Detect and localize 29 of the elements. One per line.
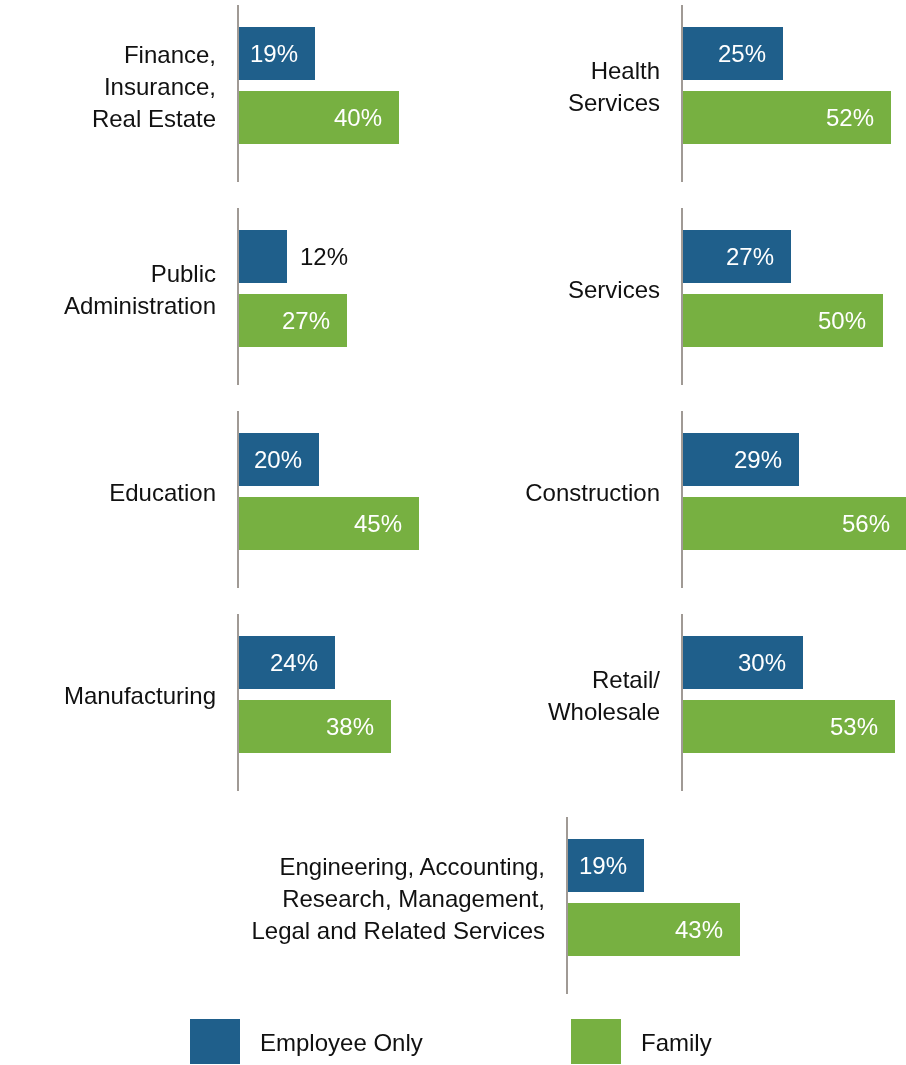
data-label: 24% bbox=[269, 649, 318, 676]
y-tick-label: Manufacturing bbox=[63, 681, 216, 708]
data-label: 43% bbox=[674, 916, 723, 943]
y-tick-label: Retail/ Wholesale bbox=[547, 665, 661, 724]
y-tick-label: Public Administration bbox=[63, 259, 216, 318]
y-tick-label: Health Services bbox=[567, 56, 660, 115]
legend-label: Family bbox=[641, 1028, 712, 1056]
data-label: 30% bbox=[737, 649, 786, 676]
data-label: 52% bbox=[825, 104, 874, 131]
data-label: 45% bbox=[353, 510, 402, 537]
data-label: 25% bbox=[717, 40, 766, 67]
data-label: 20% bbox=[253, 446, 302, 473]
y-tick-label: Engineering, Accounting, Research, Management, Legal and Related Services bbox=[251, 852, 545, 943]
data-label: 27% bbox=[725, 243, 774, 270]
data-label: 56% bbox=[841, 510, 890, 537]
data-label: 19% bbox=[578, 852, 627, 879]
y-tick-label: Finance, Insurance, Real Estate bbox=[91, 40, 216, 131]
data-label: 50% bbox=[817, 307, 866, 334]
data-label: 40% bbox=[333, 104, 382, 131]
data-label: 12% bbox=[300, 243, 349, 270]
data-label: 53% bbox=[829, 713, 878, 740]
legend-label: Employee Only bbox=[260, 1028, 423, 1056]
data-label: 19% bbox=[249, 40, 298, 67]
y-tick-label: Services bbox=[567, 275, 660, 302]
y-tick-label: Education bbox=[109, 478, 216, 505]
data-label: 29% bbox=[733, 446, 782, 473]
data-label: 27% bbox=[281, 307, 330, 334]
data-label: 38% bbox=[325, 713, 374, 740]
y-tick-label: Construction bbox=[525, 478, 660, 505]
